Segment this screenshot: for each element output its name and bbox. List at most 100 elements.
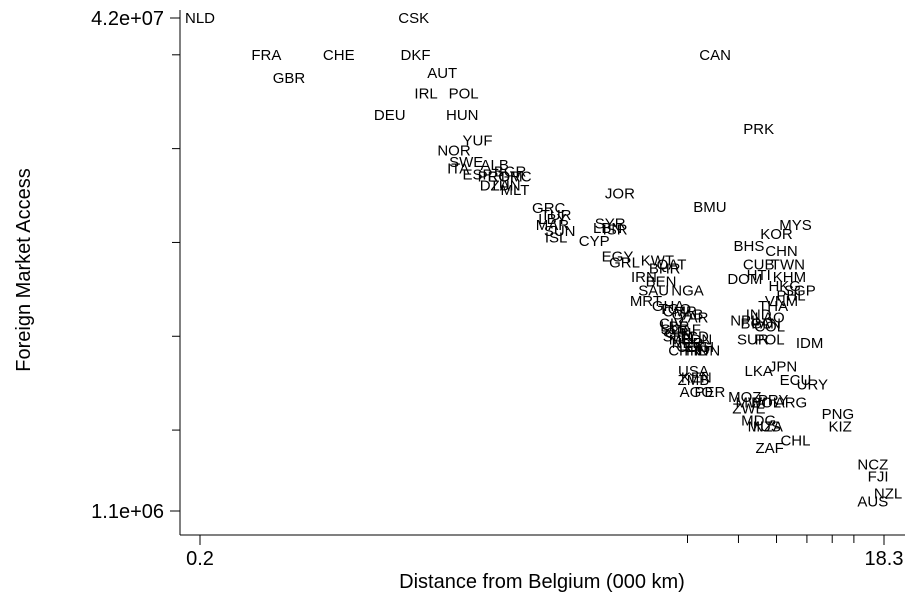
y-axis-title: Foreign Market Access — [13, 168, 35, 371]
x-tick-label: 18.3 — [865, 548, 904, 570]
data-point-alb: ALB — [481, 157, 509, 174]
data-point-fji: FJI — [868, 468, 889, 485]
data-point-syr: SYR — [595, 216, 626, 233]
data-point-jpn: JPN — [769, 358, 797, 375]
data-point-per: PER — [695, 384, 726, 401]
data-point-sau: SAU — [638, 283, 669, 300]
data-point-moz: MOZ — [728, 389, 761, 406]
data-point-irl: IRL — [414, 86, 437, 103]
data-point-lbn: LBN — [593, 220, 622, 237]
y-tick-label: 1.1e+06 — [91, 501, 164, 523]
data-point-tha: THA — [758, 298, 788, 315]
data-point-lby: LBY — [538, 211, 566, 228]
data-point-kor: KOR — [760, 226, 793, 243]
data-point-mwi: MWI — [735, 395, 766, 412]
data-point-pol: POL — [755, 332, 785, 349]
data-point-kwt: KWT — [641, 253, 674, 270]
data-point-civ: CIV — [659, 315, 684, 332]
data-point-dom: DOM — [727, 271, 762, 288]
data-point-tun: TUN — [490, 177, 521, 194]
data-point-mdg: MDG — [741, 412, 776, 429]
data-point-bgr: BGR — [494, 164, 527, 181]
data-point-swe: SWE — [449, 154, 483, 171]
data-point-grc: GRC — [532, 200, 566, 217]
data-point-che: CHE — [323, 47, 355, 64]
data-point-sen: SEN — [663, 328, 694, 345]
data-point-gab: GAB — [672, 306, 704, 323]
data-point-khm: KHM — [773, 269, 806, 286]
data-point-mli: MLI — [669, 332, 694, 349]
data-point-aut: AUT — [427, 65, 457, 82]
data-point-pol: POL — [449, 86, 479, 103]
data-point-zar: ZAR — [678, 309, 708, 326]
data-point-nld: NLD — [185, 10, 215, 27]
data-point-sun: SUN — [544, 223, 576, 240]
data-point-lao: LAO — [755, 309, 785, 326]
data-point-tur: TUR — [541, 207, 572, 224]
data-point-pry: PRY — [758, 392, 789, 409]
data-point-ken: KEN — [681, 369, 712, 386]
data-point-ncz: NCZ — [857, 457, 888, 474]
data-point-caf: CAF — [671, 322, 701, 339]
data-point-cub: CUB — [743, 256, 775, 273]
data-point-fin: FIN — [684, 343, 708, 360]
data-point-phl: PHL — [776, 288, 805, 305]
data-point-isr: ISR — [603, 222, 628, 239]
data-point-ner: NER — [672, 335, 704, 352]
data-point-chl: CHL — [780, 433, 810, 450]
data-point-ecu: ECU — [780, 372, 812, 389]
data-point-tgo: TGO — [659, 301, 692, 318]
data-point-zaf: ZAF — [755, 440, 783, 457]
data-point-egy: EGY — [602, 249, 634, 266]
x-tick-label: 0.2 — [186, 548, 214, 570]
data-point-can: CAN — [699, 47, 731, 64]
data-point-mlt: MLT — [500, 182, 529, 199]
data-point-zmb: ZMB — [678, 372, 710, 389]
axis-tick-labels: 1.1e+06 4.2e+07 0.2 18.3 — [91, 8, 903, 570]
data-point-ind: IND — [746, 306, 772, 323]
data-point-ury: URY — [797, 377, 828, 394]
data-point-idm: IDM — [796, 335, 824, 352]
data-point-csk: CSK — [398, 10, 429, 27]
data-point-nor: NOR — [437, 142, 471, 159]
data-point-twn: TWN — [771, 256, 805, 273]
data-point-bhr: BHR — [649, 260, 681, 277]
data-point-deu: DEU — [374, 107, 406, 124]
data-point-esp: ESP — [463, 167, 493, 184]
data-point-nza: NZA — [753, 419, 783, 436]
data-point-png: PNG — [822, 406, 855, 423]
data-point-chr: CHR — [668, 343, 701, 360]
data-point-hti: HTI — [747, 267, 771, 284]
data-point-rom: ROM — [488, 169, 523, 186]
data-point-grl: GRL — [609, 254, 640, 271]
data-point-mus: MUS — [748, 419, 781, 436]
data-point-idn: IDN — [694, 343, 720, 360]
data-point-grc: GRC — [498, 169, 532, 186]
data-point-usa: USA — [678, 363, 709, 380]
data-point-bgd: BGD — [741, 315, 774, 332]
data-point-hkg: HKG — [768, 278, 801, 295]
data-point-dkf: DKF — [401, 47, 431, 64]
data-point-cyp: CYP — [579, 233, 610, 250]
data-point-mar: MAR — [536, 217, 570, 234]
data-point-jor: JOR — [605, 185, 635, 202]
data-point-zwe: ZWE — [732, 400, 765, 417]
data-point-gin: GIN — [665, 325, 692, 342]
data-point-labels: NLD CSK FRA CHE DKF CAN GBR AUT IRL POL DEU HUN PRK Y… — [185, 10, 902, 510]
data-point-pan: PAN — [751, 315, 781, 332]
data-point-gbr: GBR — [273, 70, 306, 87]
data-point-bmu: BMU — [693, 199, 726, 216]
data-point-chn: CHN — [765, 243, 798, 260]
data-point-sgp: SGP — [784, 283, 816, 300]
data-point-tcd: TCD — [678, 328, 709, 345]
data-point-ben: BEN — [646, 273, 677, 290]
data-point-isl: ISL — [545, 229, 568, 246]
data-point-lka: LKA — [745, 363, 773, 380]
data-point-hun: HUN — [446, 107, 479, 124]
data-point-lbr: LBR — [660, 318, 689, 335]
data-point-qat: QAT — [657, 256, 687, 273]
data-point-mrt: MRT — [630, 293, 662, 310]
x-axis-title: Distance from Belgium (000 km) — [399, 571, 685, 593]
data-point-mys: MYS — [779, 217, 812, 234]
